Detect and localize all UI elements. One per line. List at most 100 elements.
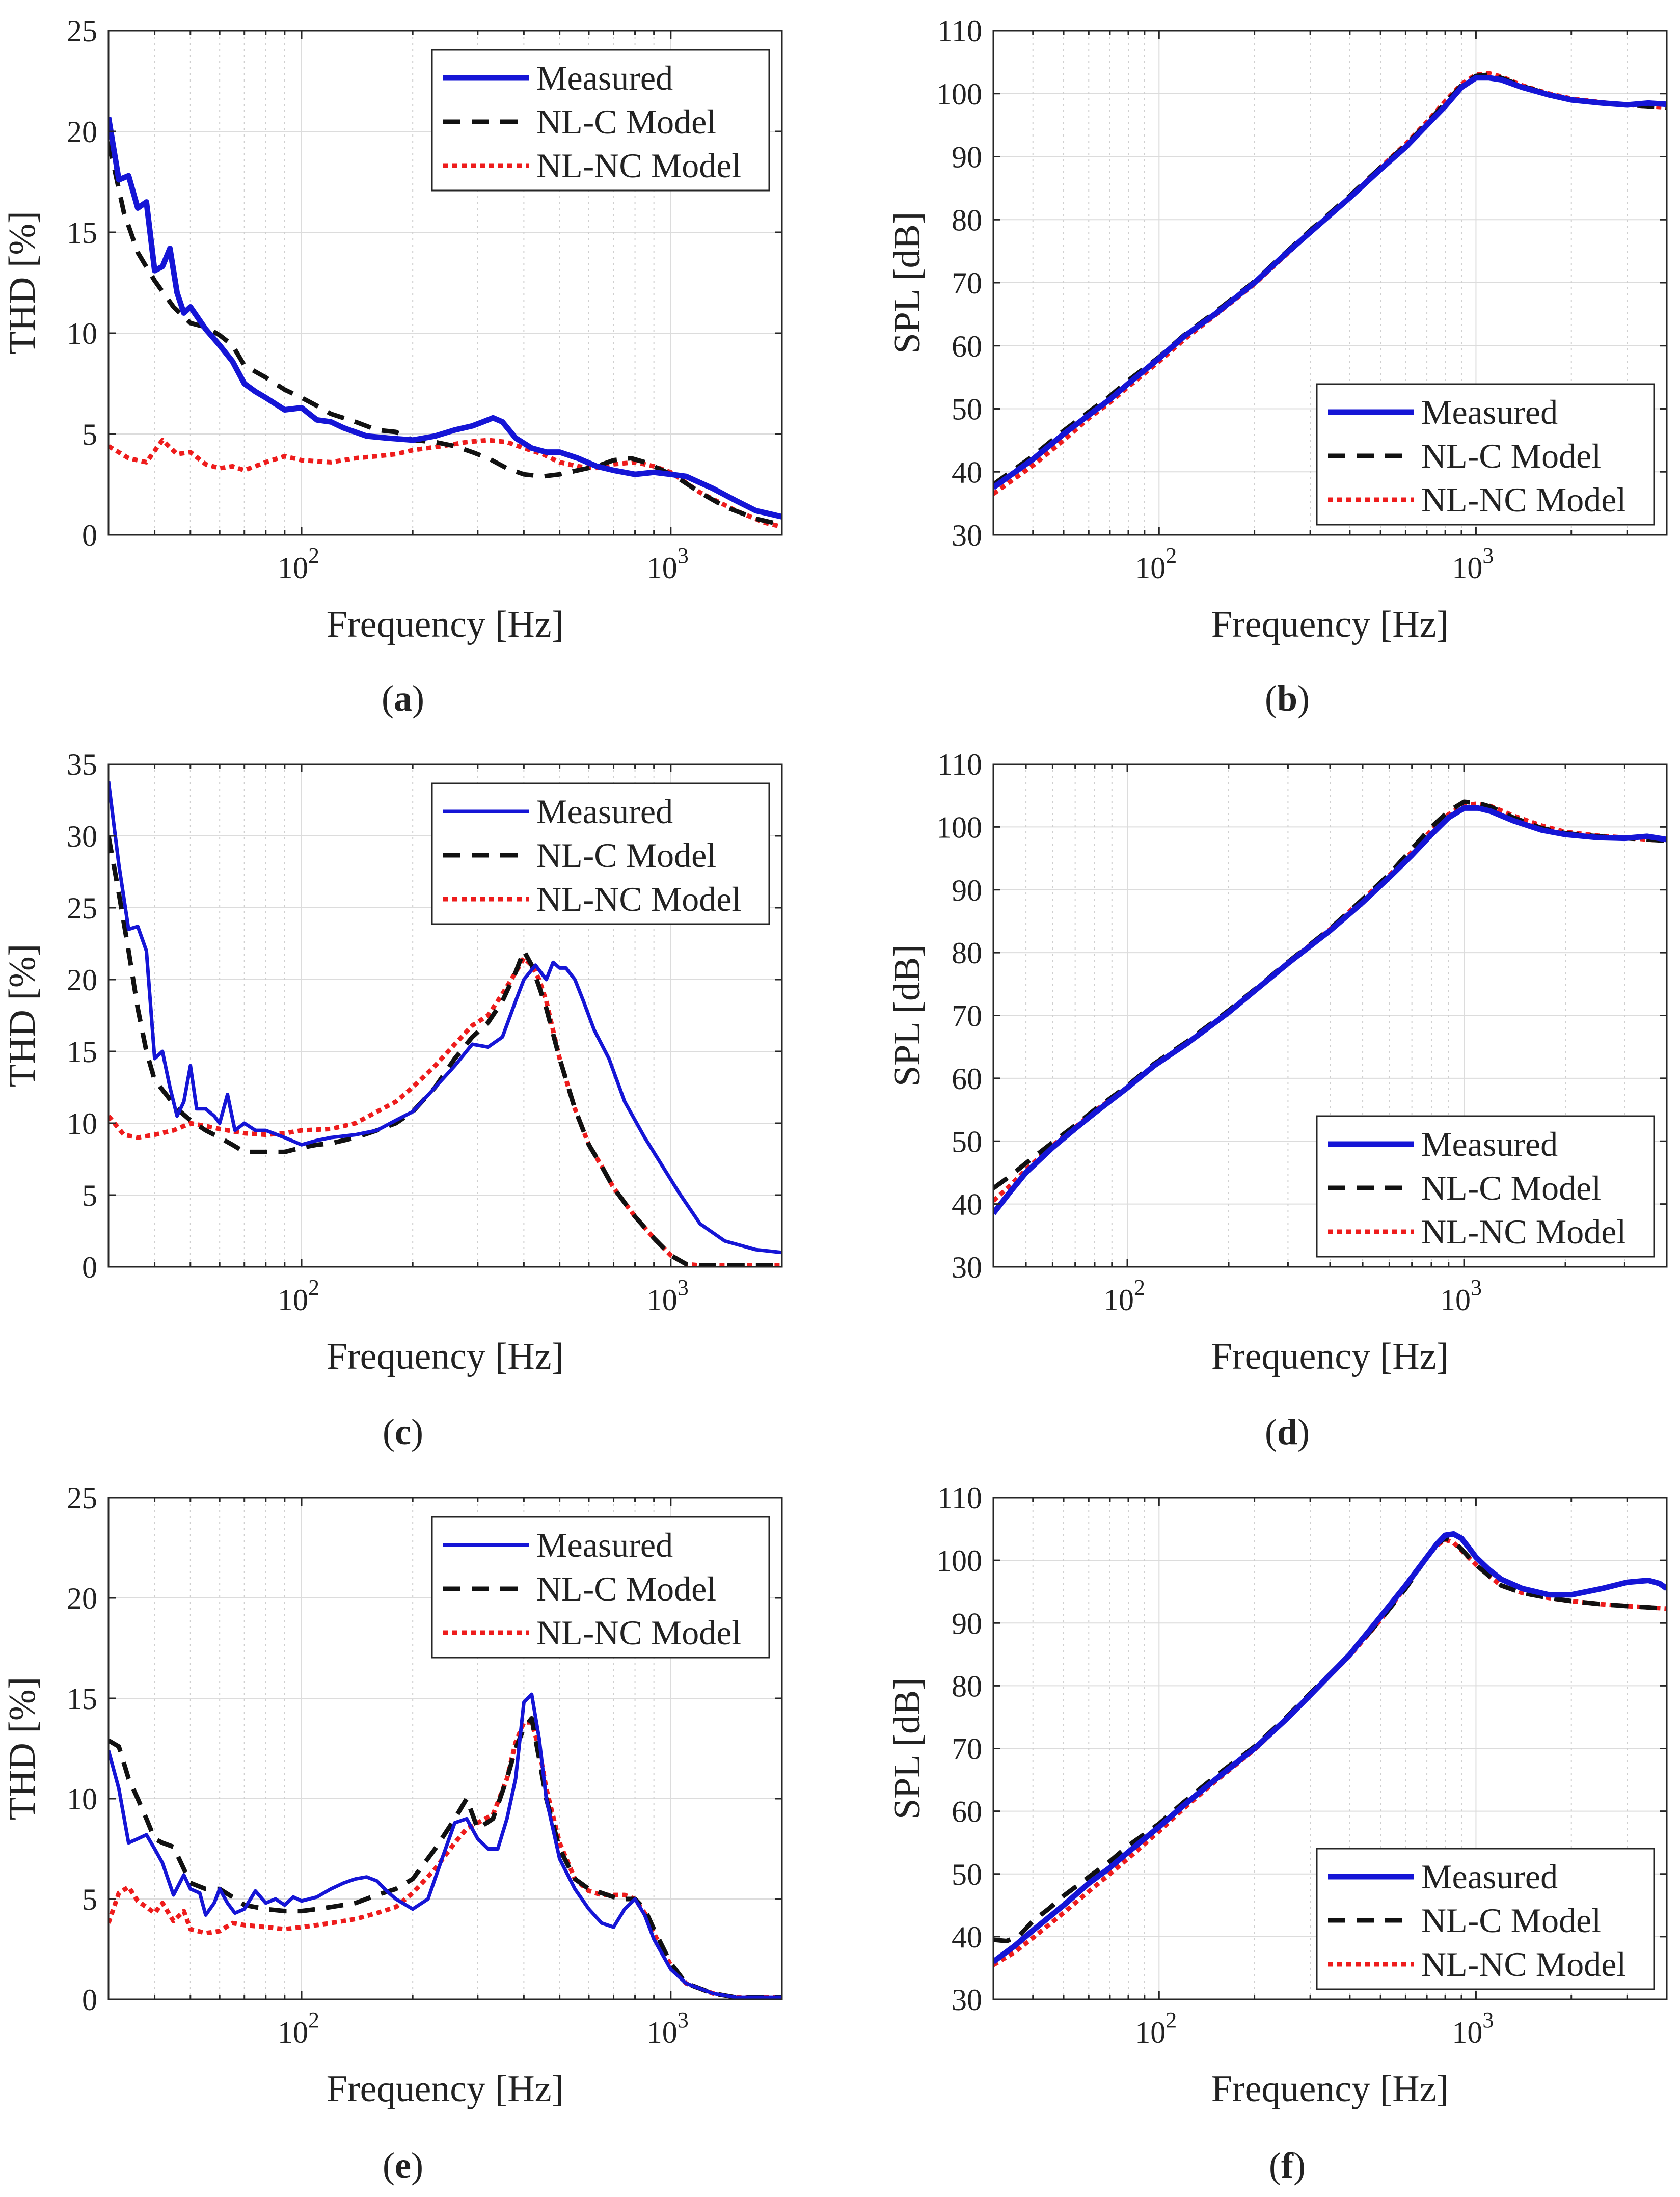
y-axis-label: SPL [dB] bbox=[886, 212, 928, 354]
y-tick-label: 70 bbox=[952, 1732, 982, 1766]
x-axis-label: Frequency [Hz] bbox=[1211, 1336, 1449, 1377]
legend-entry: NL-C Model bbox=[1421, 437, 1601, 475]
y-tick-label: 5 bbox=[82, 1883, 97, 1916]
x-tick-base: 10 bbox=[647, 1283, 678, 1317]
legend-entry: Measured bbox=[536, 59, 673, 97]
x-axis-label: Frequency [Hz] bbox=[327, 604, 564, 645]
tick-marks bbox=[107, 30, 783, 536]
x-tick-exponent: 2 bbox=[308, 1275, 319, 1300]
y-tick-label: 60 bbox=[952, 1795, 982, 1829]
x-tick-exponent: 3 bbox=[678, 543, 689, 568]
x-tick-base: 10 bbox=[647, 551, 678, 585]
legend-entry: NL-NC Model bbox=[1421, 480, 1626, 519]
tick-marks bbox=[107, 763, 783, 1268]
series-group bbox=[109, 1692, 782, 1999]
x-tick-base: 10 bbox=[1440, 1283, 1471, 1317]
x-tick-base: 10 bbox=[278, 2016, 308, 2049]
x-tick-exponent: 2 bbox=[1134, 1275, 1145, 1300]
y-tick-label: 60 bbox=[952, 1062, 982, 1096]
y-tick-label: 15 bbox=[67, 1035, 97, 1069]
axes-box bbox=[107, 763, 783, 1268]
x-tick-label: 103 bbox=[1452, 543, 1494, 585]
y-tick-label: 100 bbox=[936, 1544, 982, 1578]
y-tick-label: 80 bbox=[952, 936, 982, 970]
y-tick-label: 30 bbox=[67, 820, 97, 853]
series-line-measured bbox=[109, 117, 782, 520]
series-line-measured bbox=[109, 781, 782, 1255]
legend-entry: NL-NC Model bbox=[1421, 1212, 1626, 1251]
series-group bbox=[109, 117, 782, 529]
y-tick-label: 15 bbox=[67, 1682, 97, 1716]
caption-a: (a) bbox=[382, 678, 424, 719]
series-line-nl-c-model bbox=[109, 141, 782, 527]
legend-entry: NL-C Model bbox=[536, 1569, 716, 1608]
y-tick-label: 40 bbox=[952, 455, 982, 489]
legend: Measured NL-C Model NL-NC Model bbox=[1316, 1848, 1655, 1990]
x-axis-label: Frequency [Hz] bbox=[1211, 2068, 1449, 2110]
y-tick-label: 25 bbox=[67, 891, 97, 925]
y-tick-label: 0 bbox=[82, 1251, 97, 1284]
x-tick-label: 103 bbox=[1440, 1275, 1482, 1317]
legend-entry: Measured bbox=[1421, 1857, 1558, 1896]
x-tick-label: 102 bbox=[1135, 543, 1177, 585]
x-tick-exponent: 2 bbox=[1166, 2008, 1177, 2032]
legend: Measured NL-C Model NL-NC Model bbox=[1316, 383, 1655, 526]
series-line-nl-nc-model bbox=[109, 956, 782, 1267]
axes-box bbox=[107, 30, 783, 536]
series-line-measured bbox=[993, 1531, 1667, 1964]
y-tick-label: 80 bbox=[952, 203, 982, 237]
x-axis-label: Frequency [Hz] bbox=[1211, 604, 1449, 645]
y-tick-label: 90 bbox=[952, 874, 982, 907]
y-axis-label: THD [%] bbox=[2, 1677, 43, 1821]
y-tick-label: 25 bbox=[67, 1481, 97, 1515]
x-tick-base: 10 bbox=[1103, 1283, 1134, 1317]
x-tick-label: 103 bbox=[647, 2008, 689, 2049]
y-tick-label: 10 bbox=[67, 1782, 97, 1816]
x-tick-base: 10 bbox=[1135, 2016, 1166, 2049]
y-axis-label: THD [%] bbox=[2, 211, 43, 355]
x-tick-exponent: 3 bbox=[1482, 543, 1494, 568]
series-group bbox=[993, 1531, 1667, 1967]
series-line-measured bbox=[109, 1692, 782, 1999]
x-tick-label: 102 bbox=[278, 2008, 319, 2049]
y-tick-label: 35 bbox=[67, 748, 97, 781]
y-tick-label: 50 bbox=[952, 1125, 982, 1158]
legend-entry: NL-C Model bbox=[536, 102, 716, 141]
series-group bbox=[993, 799, 1667, 1215]
y-tick-label: 90 bbox=[952, 141, 982, 174]
legend: Measured NL-C Model NL-NC Model bbox=[431, 1516, 770, 1659]
y-tick-label: 90 bbox=[952, 1607, 982, 1640]
legend-entry: NL-NC Model bbox=[536, 1613, 741, 1652]
caption-e: (e) bbox=[383, 2145, 423, 2186]
y-tick-label: 100 bbox=[936, 810, 982, 844]
x-tick-label: 103 bbox=[647, 543, 689, 585]
y-tick-label: 20 bbox=[67, 963, 97, 997]
x-tick-label: 102 bbox=[1135, 2008, 1177, 2049]
y-tick-label: 110 bbox=[937, 14, 982, 48]
y-tick-label: 100 bbox=[936, 77, 982, 111]
legend-entry: NL-C Model bbox=[1421, 1169, 1601, 1207]
y-tick-label: 30 bbox=[952, 519, 982, 552]
legend-entry: NL-C Model bbox=[1421, 1901, 1601, 1940]
legend-entry: NL-NC Model bbox=[1421, 1945, 1626, 1984]
y-tick-label: 110 bbox=[937, 1481, 982, 1515]
y-tick-label: 50 bbox=[952, 393, 982, 426]
grid bbox=[108, 30, 782, 535]
x-tick-exponent: 2 bbox=[1166, 543, 1177, 568]
y-tick-label: 10 bbox=[67, 1107, 97, 1141]
y-axis-label: THD [%] bbox=[2, 944, 43, 1088]
x-tick-base: 10 bbox=[1452, 2016, 1482, 2049]
x-tick-exponent: 3 bbox=[1471, 1275, 1482, 1300]
legend-entry: Measured bbox=[1421, 393, 1558, 431]
y-tick-label: 60 bbox=[952, 330, 982, 363]
series-group bbox=[993, 71, 1667, 496]
tick-marks bbox=[992, 1497, 1668, 2000]
caption-b: (b) bbox=[1265, 678, 1310, 719]
y-tick-label: 5 bbox=[82, 1179, 97, 1212]
x-tick-exponent: 3 bbox=[1482, 2008, 1494, 2032]
x-tick-exponent: 2 bbox=[308, 2008, 319, 2032]
